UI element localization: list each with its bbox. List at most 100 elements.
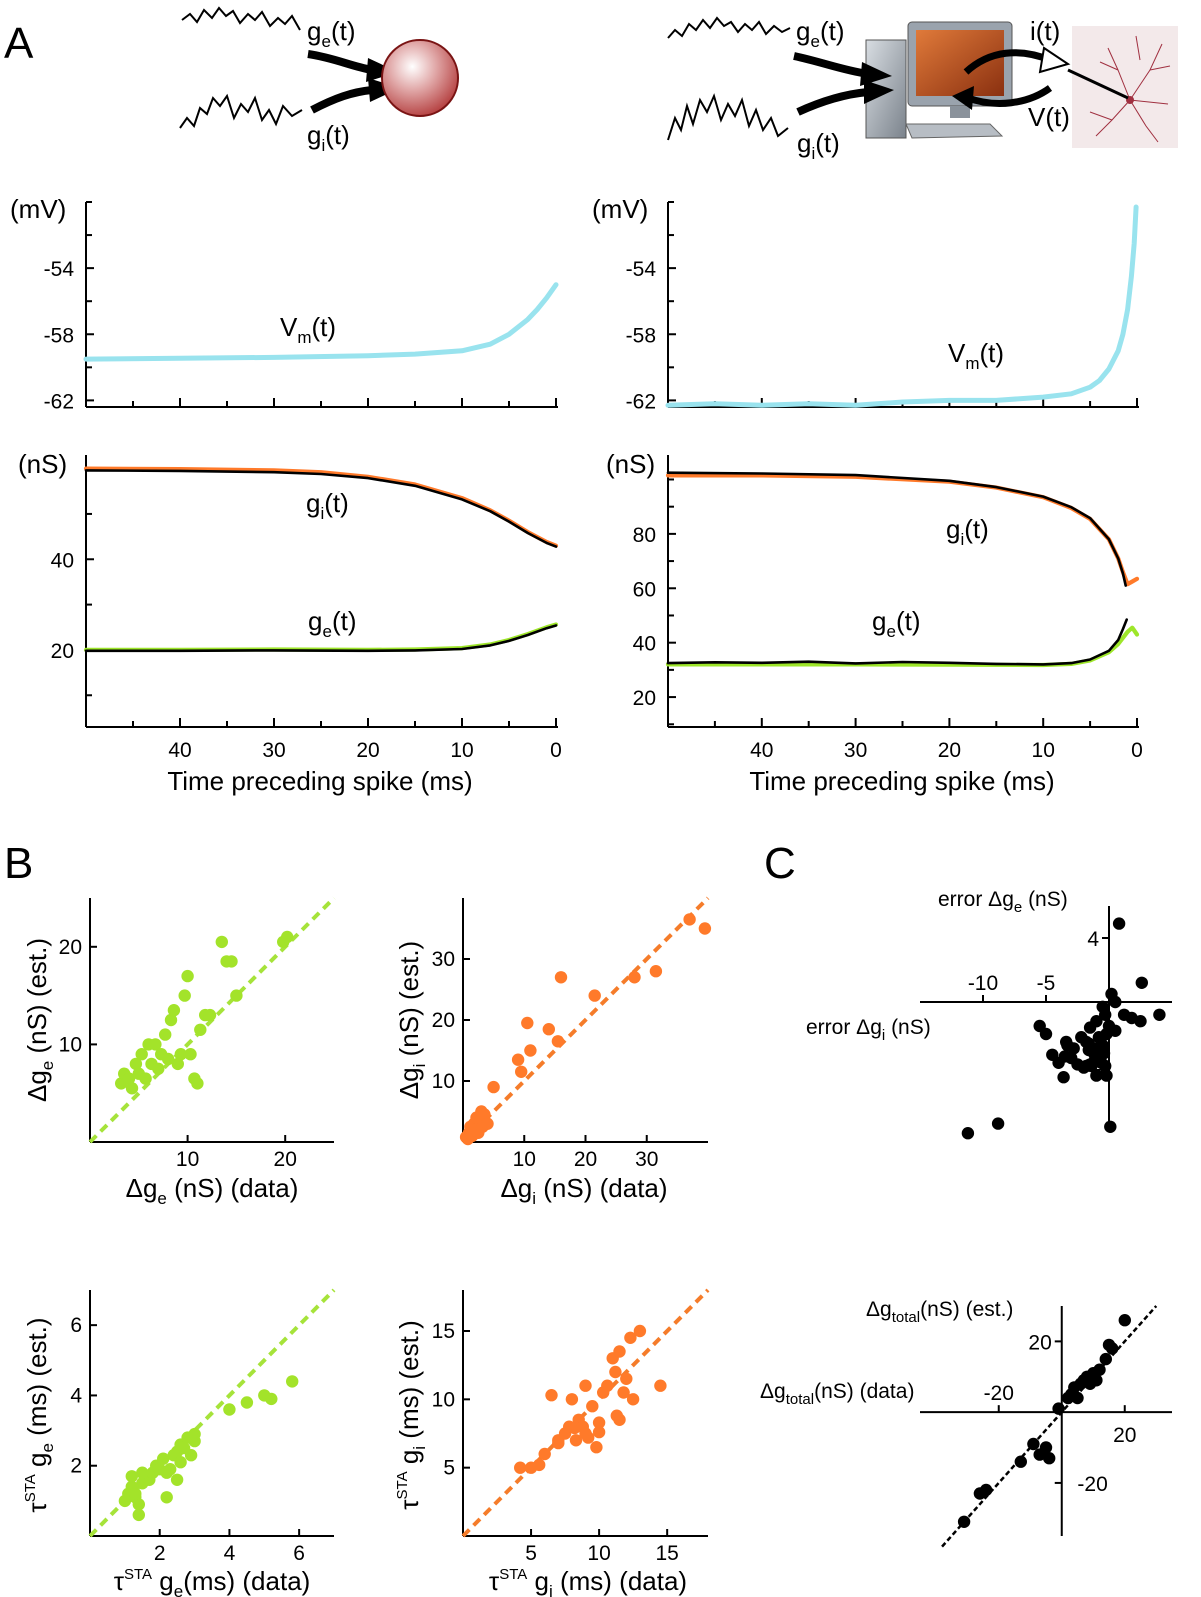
- c2-x-label: Δgtotal(nS) (data): [760, 1380, 914, 1408]
- x-tick-label: 0: [1131, 739, 1143, 762]
- x-tick-label: 5: [525, 1542, 537, 1565]
- data-point: [487, 1080, 500, 1094]
- y-tick-label: -20: [1077, 1473, 1107, 1496]
- chart-a-right-vm: (mV) -54 -58 -62 Vm(t): [592, 194, 1139, 413]
- data-point: [215, 935, 228, 949]
- chart-b-gi-amplitude: 10 20 30 10 20 30 Δgi (nS) (data) Δgi (nS) (e…: [394, 896, 712, 1208]
- data-point: [174, 1048, 187, 1061]
- data-point: [633, 1324, 647, 1338]
- data-point: [620, 1372, 633, 1386]
- data-point: [1039, 1441, 1053, 1454]
- data-point: [542, 1022, 555, 1036]
- x-tick-label: 20: [574, 1148, 597, 1171]
- g-unit-label-right: (nS): [606, 449, 655, 479]
- data-point: [538, 1447, 551, 1461]
- data-point: [1135, 976, 1149, 989]
- data-point: [481, 1117, 494, 1130]
- chart-b-gi-tau: 5 10 15 5 10 15 τSTA gi (ms) (data) τSTA gi (…: [394, 1288, 710, 1597]
- gi-noise-trace-right: [667, 93, 789, 141]
- data-point: [240, 1396, 254, 1409]
- data-point: [601, 1379, 614, 1392]
- vm-unit-label-left: (mV): [10, 194, 66, 224]
- trace-vm: [665, 204, 1139, 408]
- ge-label-left: ge(t): [307, 16, 355, 51]
- y-tick-label: -54: [626, 258, 657, 281]
- data-point: [1099, 1008, 1112, 1021]
- y-tick-label: -62: [44, 390, 74, 413]
- x-tick-label: 2: [154, 1542, 166, 1565]
- data-point: [569, 1434, 583, 1447]
- gi-label-left: gi(t): [307, 120, 350, 155]
- y-tick-label: 20: [633, 687, 656, 710]
- y-tick-label: 10: [59, 1033, 82, 1056]
- data-point: [184, 1449, 198, 1462]
- y-tick-label: -62: [626, 390, 656, 413]
- data-point: [178, 989, 191, 1002]
- data-point: [164, 1013, 178, 1027]
- data-point: [161, 1052, 175, 1066]
- data-point: [1105, 987, 1118, 1001]
- data-point: [961, 1127, 975, 1140]
- ge-trace-label-left: ge(t): [308, 606, 356, 641]
- data-point: [139, 1072, 152, 1085]
- gi-trace-label-right: gi(t): [946, 514, 989, 549]
- gi-label-right: gi(t): [797, 128, 840, 163]
- x-tick-label: 0: [550, 739, 562, 762]
- data-point: [157, 1452, 170, 1465]
- identity-line: [461, 1288, 710, 1538]
- voltage-arrowhead: [952, 86, 974, 110]
- data-point: [191, 1077, 204, 1090]
- electrode: [1067, 68, 1129, 100]
- x-axis-label-left: Time preceding spike (ms): [167, 766, 472, 796]
- y-tick-label: 5: [443, 1457, 455, 1480]
- data-point: [181, 969, 194, 983]
- voltage-label: V(t): [1028, 102, 1070, 132]
- schematic-left: ge(t) gi(t): [179, 6, 459, 155]
- data-point: [957, 1515, 971, 1529]
- y-tick-label: -54: [44, 258, 75, 281]
- data-point: [132, 1498, 145, 1511]
- data-point: [649, 965, 663, 978]
- data-point: [1090, 1374, 1103, 1387]
- ge-trace-label-right: ge(t): [872, 606, 920, 641]
- data-point: [1112, 917, 1126, 930]
- chart-b-ge-tau: 2 4 6 2 4 6 τSTA ge(ms) (data) τSTA ge (ms) (…: [22, 1288, 336, 1597]
- data-point: [568, 1421, 581, 1435]
- data-point: [698, 922, 712, 935]
- data-point: [194, 1023, 207, 1036]
- b2-x-label: Δgi (nS) (data): [500, 1173, 667, 1208]
- data-point: [1106, 1342, 1119, 1355]
- data-point: [515, 1065, 528, 1079]
- b3-y-label: τSTA ge (ms) (est.): [22, 1317, 57, 1512]
- b4-x-label: τSTA gi (ms) (data): [489, 1566, 687, 1597]
- y-tick-label: 4: [1087, 928, 1099, 951]
- trace-gi-data: [665, 473, 1140, 587]
- y-tick-label: 80: [633, 524, 656, 547]
- y-tick-label: 20: [1028, 1331, 1051, 1354]
- x-tick-label: 15: [655, 1542, 678, 1565]
- data-point: [125, 1470, 138, 1483]
- data-point: [991, 1117, 1005, 1130]
- data-point: [1100, 1069, 1113, 1082]
- x-tick-label: 20: [356, 739, 379, 762]
- y-tick-label: 15: [432, 1320, 455, 1343]
- data-point: [171, 1057, 184, 1071]
- data-point: [1134, 1015, 1147, 1028]
- data-point: [159, 1028, 172, 1041]
- y-tick-label: 40: [633, 633, 656, 656]
- data-point: [588, 989, 601, 1002]
- x-tick-label: 4: [224, 1542, 236, 1565]
- data-point: [1153, 1008, 1166, 1021]
- x-tick-label: 40: [750, 739, 773, 762]
- data-point: [203, 1008, 217, 1022]
- y-tick-label: 20: [59, 936, 82, 959]
- data-point: [1083, 1021, 1097, 1034]
- gi-trace-label-left: gi(t): [306, 488, 349, 523]
- data-point: [184, 1048, 197, 1061]
- data-point: [610, 1409, 623, 1422]
- voltage-arrow: [966, 85, 1053, 107]
- gi-arrow-right: [796, 88, 869, 116]
- data-point: [1046, 1048, 1059, 1062]
- b3-x-label: τSTA ge(ms) (data): [114, 1566, 311, 1597]
- x-axis-label-right: Time preceding spike (ms): [749, 766, 1054, 796]
